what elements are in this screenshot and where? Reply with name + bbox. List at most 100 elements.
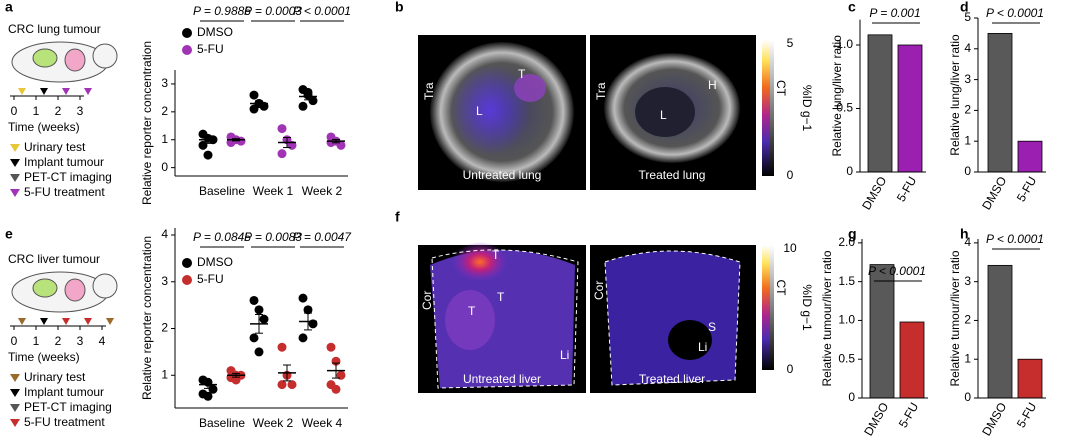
uptake (450, 65, 530, 155)
point (298, 333, 308, 343)
timeline-label: 1 (33, 334, 40, 348)
legend-marker (10, 389, 20, 397)
legend-marker (10, 419, 20, 427)
bar (899, 321, 925, 399)
timeline-xlabel: Time (weeks) (8, 350, 80, 364)
timeline-marker (18, 318, 26, 325)
panel-label: b (395, 0, 404, 15)
y-tick-label: 1 (161, 132, 168, 146)
images (418, 35, 774, 393)
outline (431, 249, 579, 389)
legend-label: 5-FU (197, 42, 224, 56)
panel-label: c (848, 0, 856, 15)
x-tick-label: Baseline (199, 416, 245, 430)
p-value: P < 0.0001 (986, 232, 1044, 246)
panel-label: f (395, 209, 400, 225)
legend-label: Implant tumour (24, 385, 104, 399)
mouse-body (11, 41, 109, 83)
y-tick-label: 1 (161, 367, 168, 381)
y-tick-label: 3 (964, 72, 971, 86)
spleen (668, 320, 712, 360)
point (203, 391, 213, 401)
timeline-marker (40, 318, 48, 325)
organ (64, 48, 86, 72)
p-value: P = 0.001 (869, 6, 920, 20)
legend-marker (182, 28, 192, 38)
legend-label: Implant tumour (24, 155, 104, 169)
panel-label: g (848, 226, 857, 242)
y-tick-label: 4 (161, 227, 168, 241)
image-label: T (492, 248, 500, 262)
y-tick-label: 0.5 (836, 101, 853, 115)
y-tick-label: 2 (161, 104, 168, 118)
bar (867, 34, 893, 173)
point (331, 384, 341, 394)
colorbar-label: %ID g−1 (800, 284, 814, 331)
legend-marker (182, 275, 192, 285)
point (259, 314, 269, 324)
timeline-marker (106, 318, 114, 325)
liver-uptake (430, 250, 575, 388)
bar (1017, 140, 1043, 173)
x-tick-label: Week 2 (253, 416, 294, 430)
y-tick-label: 2 (964, 103, 971, 117)
point (303, 305, 313, 315)
point (249, 90, 259, 100)
x-tick-label: 5-FU (896, 400, 921, 430)
image-label: Cor (592, 281, 606, 300)
image-label: Li (560, 348, 569, 362)
point (203, 150, 213, 160)
bar (987, 33, 1013, 173)
x-tick-label: Week 1 (253, 184, 294, 198)
x-tick-label: DMSO (979, 174, 1009, 212)
point (303, 87, 313, 97)
image-label: L (476, 104, 483, 118)
point (249, 295, 259, 305)
p-value: P < 0.0001 (986, 6, 1044, 20)
timeline-label: 2 (55, 104, 62, 118)
image-caption: Treated liver (639, 372, 705, 386)
y-tick-label: 4 (964, 235, 971, 249)
point (277, 149, 287, 159)
point (298, 101, 308, 111)
organ (32, 48, 58, 68)
timeline-xlabel: Time (weeks) (8, 120, 80, 134)
y-tick-label: 3 (161, 274, 168, 288)
mouse-body (11, 271, 109, 313)
timeline-marker (18, 88, 26, 95)
image-caption: Untreated liver (463, 372, 541, 386)
bar (1017, 358, 1043, 399)
x-tick-label: Week 4 (302, 416, 343, 430)
timeline-label: 3 (77, 104, 84, 118)
y-tick-label: 2 (964, 313, 971, 327)
x-tick-label: 5-FU (1014, 174, 1039, 204)
timeline-marker (40, 88, 48, 95)
y-axis-label: Relative lung/liver ratio (830, 35, 844, 157)
p-value: P = 0.0845 (193, 230, 251, 244)
colorbar-tick: 5 (787, 36, 794, 50)
point (208, 384, 218, 394)
timeline-marker (62, 318, 70, 325)
mouse-head (92, 43, 118, 69)
colorbar (762, 40, 770, 176)
point (326, 138, 336, 148)
legend-marker (10, 144, 20, 152)
legend-marker (10, 159, 20, 167)
bar (987, 264, 1013, 399)
panel-label: e (5, 226, 13, 242)
legend-label: PET-CT imaging (24, 170, 112, 184)
legend-label: 5-FU (197, 272, 224, 286)
colorbar (762, 245, 770, 370)
x-tick-label: DMSO (861, 400, 891, 438)
image-caption: Untreated lung (463, 168, 542, 182)
y-tick-label: 1.0 (836, 37, 853, 51)
legend-label: Urinary test (24, 140, 86, 154)
point (254, 347, 264, 357)
tumour-uptake (452, 242, 508, 282)
y-axis-label: Relative reporter concentration (140, 236, 154, 400)
timeline-marker (84, 318, 92, 325)
y-axis-label: Relative reporter concentration (140, 41, 154, 205)
image-label: Li (698, 340, 707, 354)
y-axis-label: Relative lung/liver ratio (948, 34, 962, 156)
x-tick-label: Week 2 (302, 184, 343, 198)
